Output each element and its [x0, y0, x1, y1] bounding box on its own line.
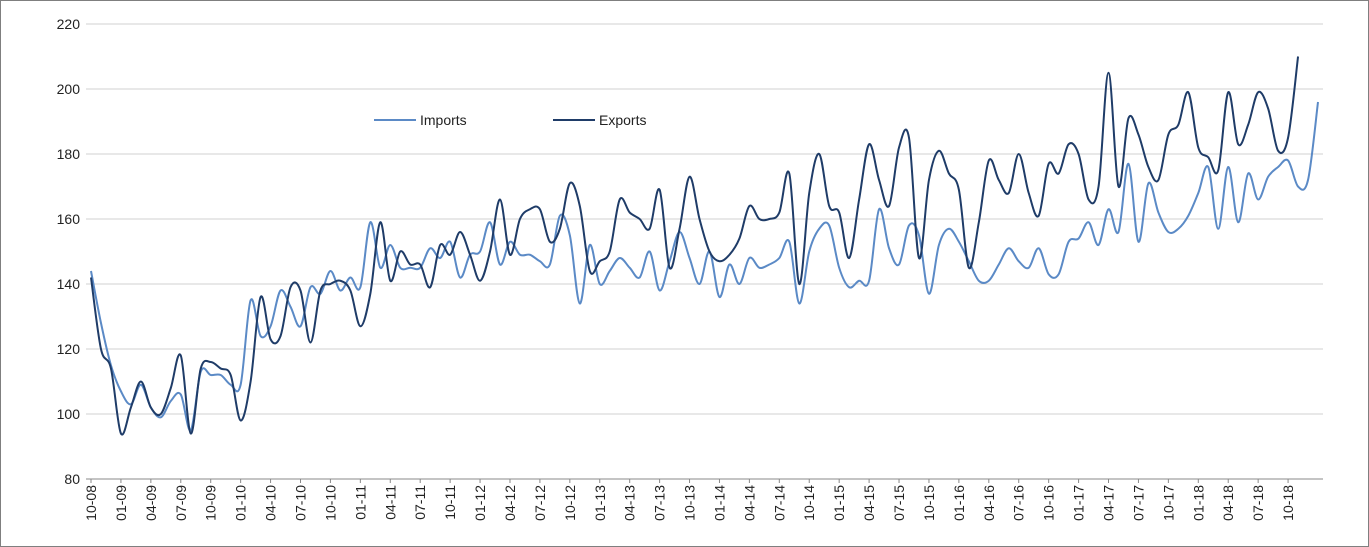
y-tick-label-140: 140: [57, 276, 81, 292]
y-tick-label-100: 100: [57, 406, 81, 422]
x-tick-label-01-10: 01-10: [233, 485, 249, 521]
y-tick-label-200: 200: [57, 81, 81, 97]
x-tick-label-04-16: 04-16: [981, 485, 997, 521]
y-tick-label-120: 120: [57, 341, 81, 357]
x-tick-label-10-11: 10-11: [442, 485, 458, 520]
x-tick-label-10-08: 10-08: [83, 485, 99, 521]
y-tick-label-160: 160: [57, 211, 81, 227]
x-tick-label-01-17: 01-17: [1071, 485, 1087, 521]
x-tick-label-04-18: 04-18: [1220, 485, 1236, 521]
x-tick-label-01-12: 01-12: [472, 485, 488, 521]
x-tick-label-04-13: 04-13: [622, 485, 638, 521]
x-tick-label-07-09: 07-09: [173, 485, 189, 521]
y-tick-label-180: 180: [57, 146, 81, 162]
x-tick-label-07-11: 07-11: [412, 485, 428, 520]
x-tick-label-04-15: 04-15: [861, 485, 877, 521]
x-tick-label-01-16: 01-16: [951, 485, 967, 521]
x-tick-label-07-10: 07-10: [292, 485, 308, 521]
x-tick-label-10-15: 10-15: [921, 485, 937, 521]
x-tick-label-07-14: 07-14: [771, 485, 787, 521]
x-tick-label-04-10: 04-10: [263, 485, 279, 521]
x-tick-label-04-14: 04-14: [741, 485, 757, 521]
x-tick-label-07-16: 07-16: [1011, 485, 1027, 521]
x-tick-label-10-13: 10-13: [682, 485, 698, 521]
x-tick-label-07-15: 07-15: [891, 485, 907, 521]
x-tick-label-01-11: 01-11: [352, 485, 368, 520]
x-tick-label-04-17: 04-17: [1101, 485, 1117, 521]
x-tick-label-07-18: 07-18: [1250, 485, 1266, 521]
x-tick-label-01-14: 01-14: [711, 485, 727, 521]
legend-label-imports: Imports: [420, 112, 467, 128]
x-tick-label-10-17: 10-17: [1160, 485, 1176, 521]
x-tick-label-04-12: 04-12: [502, 485, 518, 521]
x-tick-label-10-14: 10-14: [801, 485, 817, 521]
x-tick-label-10-09: 10-09: [203, 485, 219, 521]
series-line-imports: [90, 101, 1319, 432]
x-tick-label-07-13: 07-13: [652, 485, 668, 521]
x-tick-label-10-16: 10-16: [1041, 485, 1057, 521]
x-tick-label-04-11: 04-11: [382, 485, 398, 520]
x-tick-label-01-13: 01-13: [592, 485, 608, 521]
x-tick-label-10-18: 10-18: [1280, 485, 1296, 521]
series-line-exports: [90, 56, 1300, 436]
x-tick-label-04-09: 04-09: [143, 485, 159, 521]
x-tick-label-01-15: 01-15: [831, 485, 847, 521]
x-tick-label-10-10: 10-10: [322, 485, 338, 521]
y-tick-label-80: 80: [64, 471, 80, 487]
y-tick-label-220: 220: [57, 16, 81, 32]
x-tick-label-07-12: 07-12: [532, 485, 548, 521]
x-tick-label-10-12: 10-12: [562, 485, 578, 521]
legend-label-exports: Exports: [599, 112, 646, 128]
x-tick-label-01-09: 01-09: [113, 485, 129, 521]
x-tick-label-07-17: 07-17: [1130, 485, 1146, 521]
x-tick-label-01-18: 01-18: [1190, 485, 1206, 521]
